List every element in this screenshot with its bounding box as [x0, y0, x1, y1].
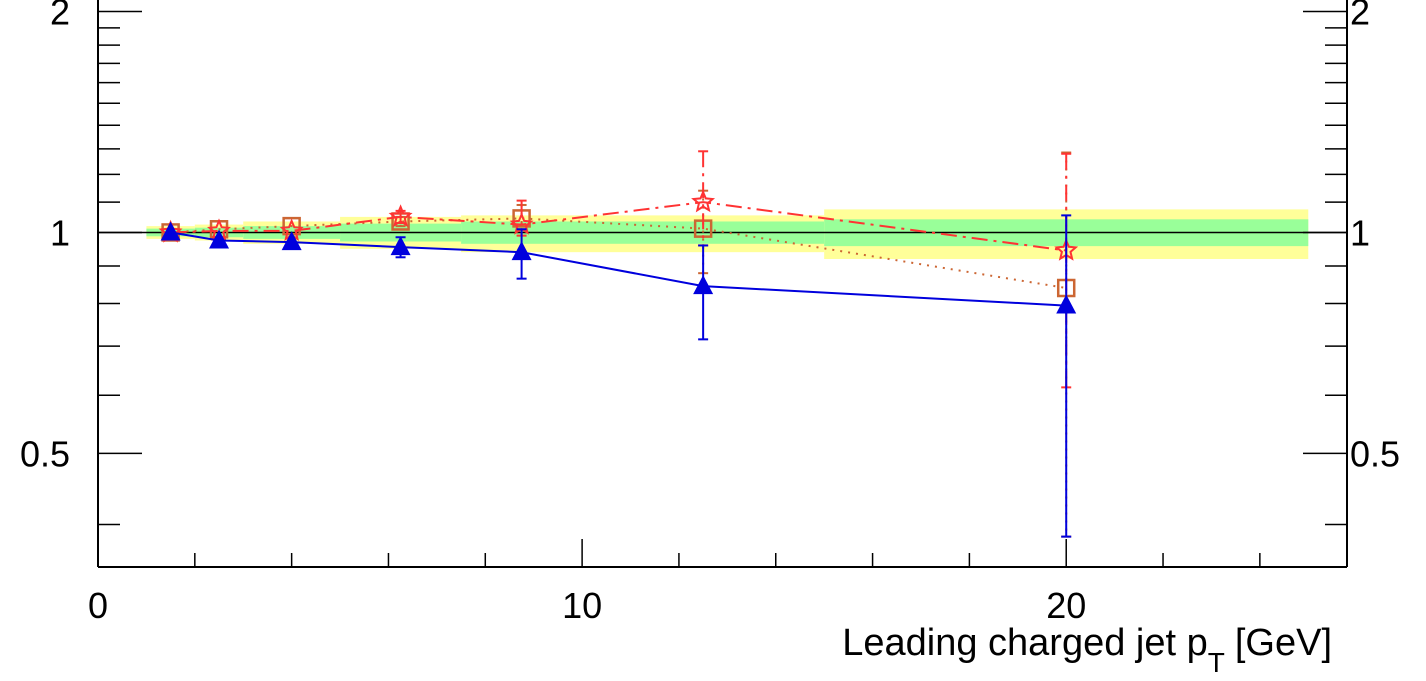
y-tick-label-left: 2	[50, 0, 70, 33]
data-point-triangle	[511, 241, 532, 261]
y-tick-label-right: 1	[1350, 212, 1370, 253]
data-point-triangle	[209, 229, 230, 249]
y-tick-label-right: 0.5	[1350, 433, 1400, 474]
data-point-triangle	[390, 236, 411, 256]
x-axis-title-unit: [GeV]	[1235, 622, 1332, 664]
x-axis-title-subscript: T	[1208, 647, 1225, 678]
data-point-star	[691, 189, 716, 213]
y-tick-label-left: 1	[50, 212, 70, 253]
y-tick-label-right: 2	[1350, 0, 1370, 33]
data-point-triangle	[693, 275, 714, 295]
x-tick-label: 20	[1046, 585, 1086, 626]
data-point-triangle	[281, 231, 302, 251]
data-point-triangle	[160, 221, 181, 241]
series-line	[170, 217, 1067, 289]
data-point-star	[388, 204, 413, 228]
series-triangle	[160, 214, 1077, 538]
axis-ticks	[97, 10, 1347, 567]
x-tick-label: 0	[88, 585, 108, 626]
y-tick-label-left: 0.5	[20, 433, 70, 474]
data-series	[158, 150, 1079, 538]
plot-frame	[97, 0, 1348, 568]
uncertainty-bands	[146, 209, 1309, 260]
x-tick-label: 10	[562, 585, 602, 626]
x-axis-title: Leading charged jet pT [GeV]	[842, 622, 1332, 678]
x-axis-title-main: Leading charged jet p	[842, 622, 1208, 664]
data-point-triangle	[1056, 294, 1077, 314]
tick-labels: 0 10 20 0.5 0.5 1 1 2 2	[20, 0, 1400, 626]
